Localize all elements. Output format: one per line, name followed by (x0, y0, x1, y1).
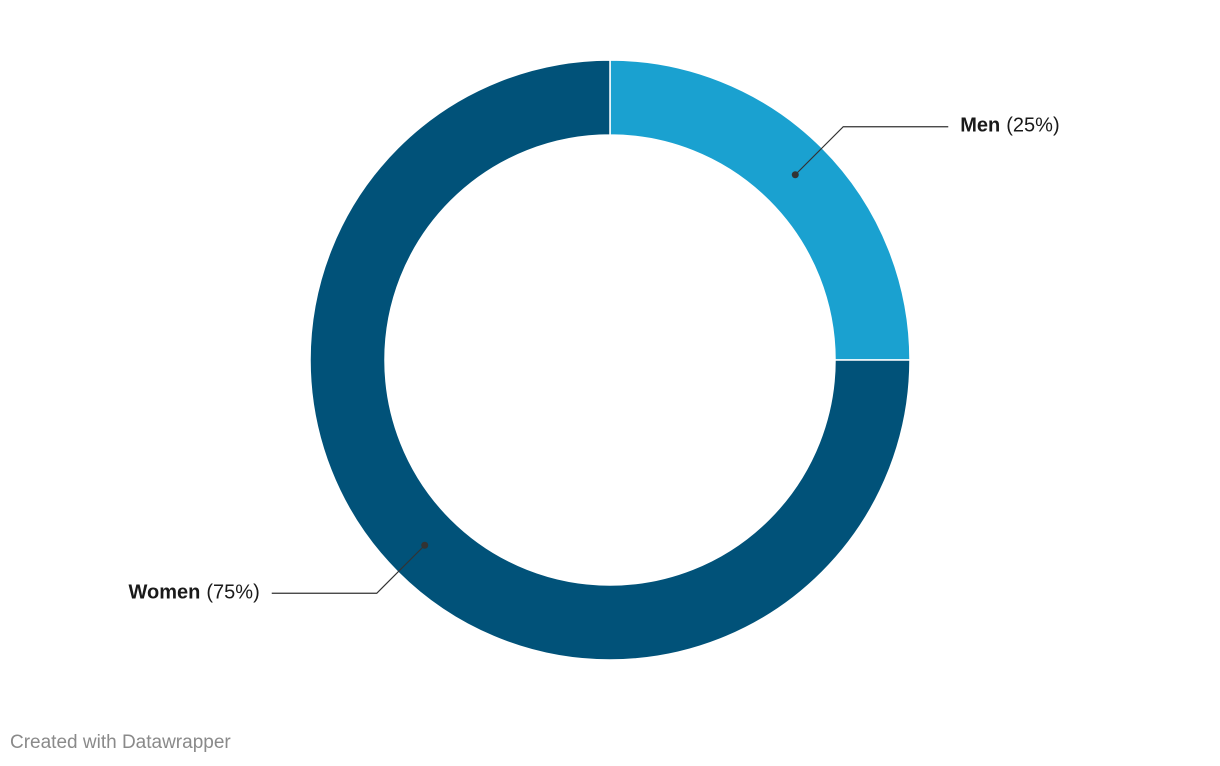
credit: Created with Datawrapper (10, 732, 231, 753)
slice-label: Women (75%) (129, 582, 260, 604)
slice-name: Women (129, 582, 201, 604)
donut-slice (609, 59, 911, 361)
slice-value-label: (25%) (1006, 115, 1059, 137)
leader-line (794, 126, 949, 176)
leader-line (271, 544, 426, 594)
slice-name: Men (960, 115, 1000, 137)
slice-label: Men (25%) (960, 115, 1059, 137)
leader-dot (421, 541, 429, 549)
leader-dot (791, 171, 799, 179)
donut-slice (309, 59, 911, 661)
slice-value-label: (75%) (206, 582, 259, 604)
